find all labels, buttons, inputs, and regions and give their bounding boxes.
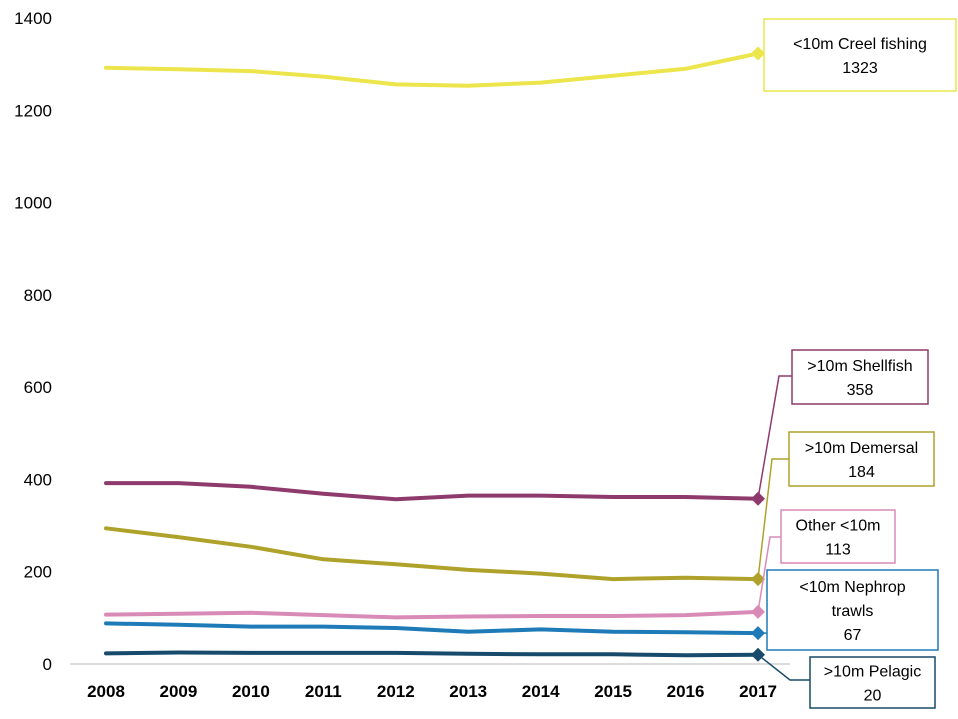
x-tick-label: 2008 [87, 682, 125, 701]
callout-label: <10m Creel fishing [793, 36, 927, 53]
series-line [104, 526, 760, 582]
series-line [104, 51, 760, 88]
y-tick-label: 400 [24, 470, 52, 489]
y-tick-label: 0 [43, 655, 52, 674]
callout-label: <10m Nephrop [799, 579, 905, 596]
series-line [104, 481, 760, 502]
x-tick-label: 2017 [739, 682, 777, 701]
series-line [104, 650, 760, 658]
callout-box [809, 656, 936, 709]
x-tick-label: 2011 [305, 682, 342, 701]
callout-box [791, 349, 929, 405]
callout-leader [757, 536, 781, 612]
y-tick-label: 1400 [14, 9, 52, 28]
callout-label: Other <10m [796, 518, 881, 535]
callout-leader [757, 654, 810, 681]
x-tick-label: 2014 [522, 682, 560, 701]
x-tick-label: 2012 [377, 682, 415, 701]
y-tick-label: 600 [24, 378, 52, 397]
series-line [104, 609, 760, 620]
y-tick-label: 800 [24, 286, 52, 305]
x-tick-label: 2013 [449, 682, 487, 701]
callout-box [763, 18, 957, 92]
x-axis-ticks: 2008 2009 2010 2011 2012 2013 2014 2015 2016 2017 [87, 682, 777, 701]
series-lines [104, 46, 765, 662]
callout-label: 1323 [842, 60, 878, 77]
y-axis-ticks: 0 200 400 600 800 1000 1200 1400 [14, 9, 52, 674]
series-line [104, 621, 760, 636]
y-tick-label: 1000 [14, 194, 52, 213]
callout-label: 358 [847, 382, 874, 399]
y-tick-label: 1200 [14, 101, 52, 120]
series-callouts: <10m Creel fishing 1323 >10m Shellfish 358 >… [757, 18, 957, 709]
x-tick-label: 2009 [160, 682, 198, 701]
callout-label: >10m Pelagic [824, 664, 921, 681]
callout-label: 184 [848, 464, 875, 481]
x-tick-label: 2010 [232, 682, 270, 701]
callout-box [766, 569, 939, 651]
callout-label: >10m Shellfish [807, 358, 912, 375]
callout-box [788, 431, 935, 487]
callout-label: 113 [825, 542, 851, 559]
callout-label: trawls [832, 603, 874, 620]
callout-label: 67 [844, 627, 862, 644]
callout-leader [757, 458, 789, 580]
callout-leader [757, 375, 792, 499]
x-tick-label: 2015 [594, 682, 632, 701]
callout-label: 20 [864, 688, 882, 705]
x-tick-label: 2016 [667, 682, 705, 701]
series-end-marker [751, 46, 765, 61]
callout-label: >10m Demersal [805, 440, 918, 457]
y-tick-label: 200 [24, 563, 52, 582]
callout-box [780, 509, 896, 564]
